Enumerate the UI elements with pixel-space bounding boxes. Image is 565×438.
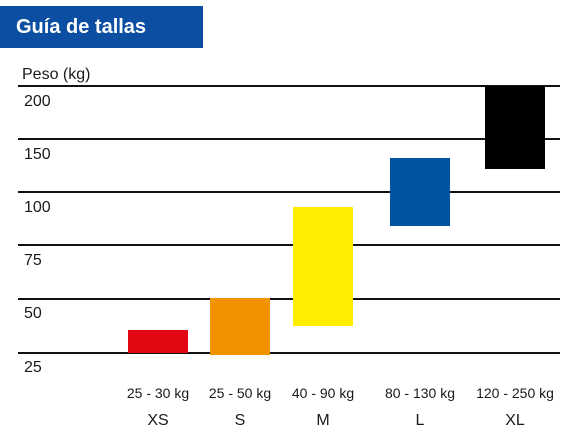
category-label: L (416, 412, 425, 429)
bar-s (210, 298, 270, 355)
x-labels: 25 - 30 kg 25 - 50 kg 40 - 90 kg 80 - 130 k… (127, 385, 554, 429)
grid-lines (18, 85, 560, 354)
bar-l (390, 158, 450, 226)
range-label: 120 - 250 kg (476, 385, 554, 401)
y-axis-label: Peso (kg) (22, 66, 90, 83)
category-label: S (235, 412, 246, 429)
bar-xl (485, 86, 545, 169)
bar-m (293, 207, 353, 326)
page-title: Guía de tallas (0, 6, 203, 48)
range-label: 80 - 130 kg (385, 385, 455, 401)
y-tick-label: 50 (24, 305, 42, 322)
bar-xs (128, 330, 188, 353)
category-label: XL (505, 412, 525, 429)
range-label: 40 - 90 kg (292, 385, 354, 401)
y-tick-label: 75 (24, 252, 42, 269)
y-tick-label: 150 (24, 146, 51, 163)
y-tick-label: 100 (24, 199, 51, 216)
category-label: XS (147, 412, 168, 429)
category-label: M (316, 412, 329, 429)
range-label: 25 - 30 kg (127, 385, 189, 401)
y-tick-label: 200 (24, 93, 51, 110)
y-tick-label: 25 (24, 359, 42, 376)
bars (128, 86, 545, 355)
range-label: 25 - 50 kg (209, 385, 271, 401)
y-tick-labels: 200 150 100 75 50 25 (24, 93, 51, 376)
